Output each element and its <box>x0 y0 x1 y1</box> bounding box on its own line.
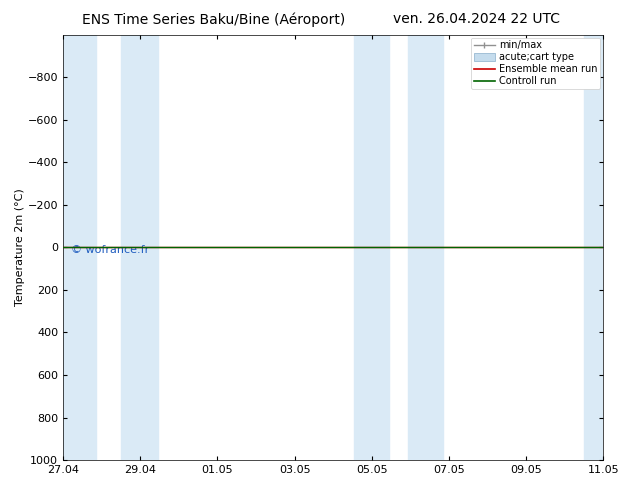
Bar <box>408 35 443 460</box>
Text: ven. 26.04.2024 22 UTC: ven. 26.04.2024 22 UTC <box>393 12 560 26</box>
Y-axis label: Temperature 2m (°C): Temperature 2m (°C) <box>15 189 25 306</box>
Text: ENS Time Series Baku/Bine (Aéroport): ENS Time Series Baku/Bine (Aéroport) <box>82 12 346 27</box>
Bar <box>63 35 96 460</box>
Bar <box>121 35 158 460</box>
Bar <box>584 35 603 460</box>
Legend: min/max, acute;cart type, Ensemble mean run, Controll run: min/max, acute;cart type, Ensemble mean … <box>470 38 600 89</box>
Text: © wofrance.fr: © wofrance.fr <box>71 245 150 255</box>
Bar <box>354 35 389 460</box>
